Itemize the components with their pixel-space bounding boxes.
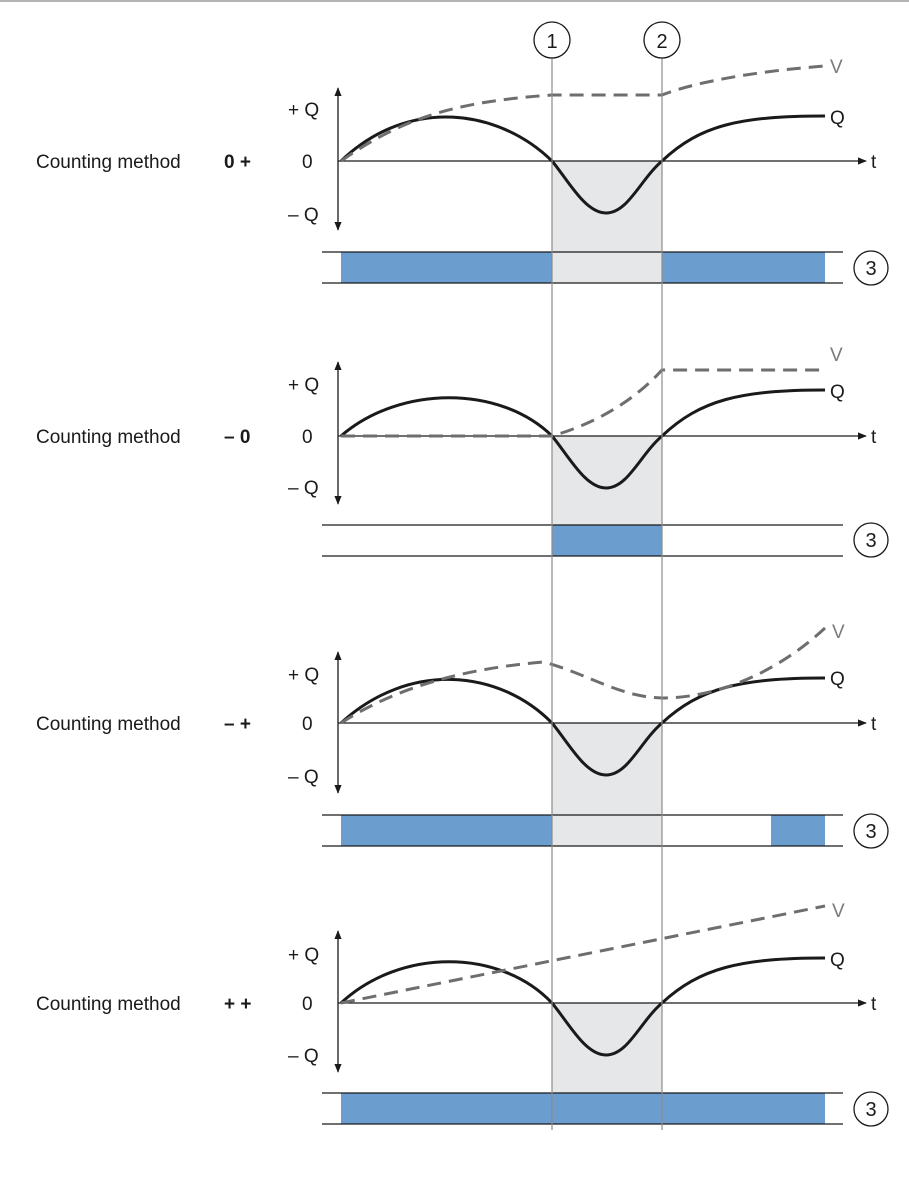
t-label: t — [871, 714, 877, 735]
marker-3-badge: 3 — [853, 250, 889, 286]
zero-label: 0 — [302, 427, 313, 448]
panel-counting-plus-plus: Counting method + + + Q 0 – Q t Q V 3 — [36, 901, 889, 1127]
plus-q-label: + Q — [288, 945, 319, 966]
q-curve-label: Q — [830, 950, 845, 971]
minus-q-label: – Q — [288, 205, 319, 226]
panel-counting-minus-0: Counting method – 0 + Q 0 – Q t Q V 3 — [36, 345, 889, 558]
v-curve — [340, 626, 827, 725]
indicator-segment — [662, 252, 825, 283]
marker-3-badge: 3 — [853, 813, 889, 849]
method-label: Counting method — [36, 994, 181, 1015]
v-curve-label: V — [830, 345, 843, 366]
plus-q-label: + Q — [288, 100, 319, 121]
method-sign: + + — [224, 994, 251, 1015]
v-curve-label: V — [830, 57, 843, 78]
panel-counting-minus-plus: Counting method – + + Q 0 – Q t Q V 3 — [36, 622, 889, 849]
q-curve-label: Q — [830, 382, 845, 403]
svg-text:3: 3 — [865, 530, 876, 552]
zero-label: 0 — [302, 994, 313, 1015]
q-curve — [339, 956, 826, 1057]
negative-flow-highlight — [552, 436, 662, 525]
q-curve-label: Q — [830, 108, 845, 129]
v-curve — [340, 64, 826, 163]
q-curve — [339, 114, 826, 215]
zero-label: 0 — [302, 714, 313, 735]
minus-q-label: – Q — [288, 478, 319, 499]
panel-counting-0-plus: Counting method 0 + + Q 0 – Q t Q V 3 — [36, 57, 889, 286]
v-curve — [340, 904, 826, 1005]
t-label: t — [871, 152, 877, 173]
indicator-segment — [341, 815, 552, 846]
svg-text:2: 2 — [656, 31, 667, 53]
marker-1-badge: 1 — [533, 21, 571, 59]
indicator-highlight — [552, 252, 662, 283]
plus-q-label: + Q — [288, 665, 319, 686]
marker-3-badge: 3 — [853, 522, 889, 558]
svg-text:3: 3 — [865, 258, 876, 280]
minus-q-label: – Q — [288, 767, 319, 788]
v-curve — [341, 368, 825, 438]
t-label: t — [871, 427, 877, 448]
svg-text:1: 1 — [546, 31, 557, 53]
method-sign: 0 + — [224, 152, 251, 173]
negative-flow-highlight — [552, 723, 662, 815]
indicator-segment — [552, 525, 662, 556]
indicator-segment — [771, 815, 825, 846]
indicator-segment — [341, 1093, 825, 1124]
method-label: Counting method — [36, 152, 181, 173]
q-curve — [340, 388, 826, 490]
method-label: Counting method — [36, 427, 181, 448]
method-sign: – 0 — [224, 427, 250, 448]
negative-flow-highlight — [552, 161, 662, 252]
t-label: t — [871, 994, 877, 1015]
indicator-segment — [341, 252, 552, 283]
marker-2-badge: 2 — [643, 21, 681, 59]
method-sign: – + — [224, 714, 251, 735]
v-curve-label: V — [832, 901, 845, 922]
indicator-highlight — [552, 815, 662, 846]
minus-q-label: – Q — [288, 1046, 319, 1067]
svg-text:3: 3 — [865, 821, 876, 843]
svg-text:3: 3 — [865, 1099, 876, 1121]
top-rule — [0, 0, 909, 2]
plus-q-label: + Q — [288, 375, 319, 396]
v-curve-label: V — [832, 622, 845, 643]
method-label: Counting method — [36, 714, 181, 735]
marker-3-badge: 3 — [853, 1091, 889, 1127]
negative-flow-highlight — [552, 1003, 662, 1093]
zero-label: 0 — [302, 152, 313, 173]
q-curve-label: Q — [830, 669, 845, 690]
